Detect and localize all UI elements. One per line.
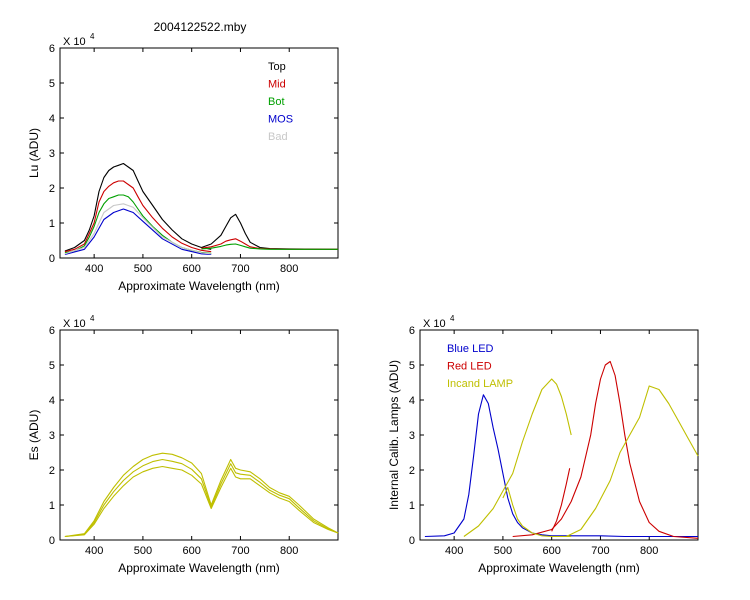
legend-entry: Incand LAMP: [447, 378, 513, 390]
chart-lu: 400 500 600 700 800 0 1 2 3 4 5 6 X 10 4 Approximate W…: [27, 32, 339, 293]
y-tick-label: 0: [49, 535, 55, 547]
x-tick-label: 400: [85, 263, 103, 275]
x-tick-label: 400: [85, 545, 103, 557]
legend-entry: Blue LED: [447, 343, 494, 355]
x-tick-label: 600: [543, 545, 561, 557]
chart-lamps: 400 500 600 700 800 0 1 2 3 4 5 6 X 10 4 Approximate W…: [387, 314, 699, 575]
series-line-red-led: [512, 360, 699, 539]
y-axis-label: Internal Calib. Lamps (ADU): [387, 360, 401, 510]
series-line-lu-7: [201, 243, 338, 250]
series-line-es-0: [64, 465, 339, 538]
x-axis-label: Approximate Wavelength (nm): [118, 561, 280, 575]
y-tick-label: 3: [49, 430, 55, 442]
y-tick-label: 2: [49, 183, 55, 195]
x-tick-label: 800: [280, 545, 298, 557]
y-scale-exponent: 4: [90, 32, 95, 41]
x-axis-label: Approximate Wavelength (nm): [478, 561, 640, 575]
x-tick-label: 500: [134, 545, 152, 557]
x-tick-label: 700: [231, 263, 249, 275]
y-tick-label: 6: [49, 325, 55, 337]
plot-frame: [59, 47, 339, 259]
y-tick-label: 0: [409, 535, 415, 547]
series-line-blue-led: [424, 394, 698, 538]
y-scale-exponent: 4: [450, 314, 455, 323]
x-tick-label: 400: [445, 545, 463, 557]
y-tick-label: 4: [49, 395, 55, 407]
legend-entry: Mid: [268, 79, 286, 91]
y-scale-label: X 10: [63, 318, 86, 330]
x-tick-label: 700: [591, 545, 609, 557]
y-scale-label: X 10: [423, 318, 446, 330]
y-tick-label: 6: [409, 325, 415, 337]
y-tick-label: 1: [409, 500, 415, 512]
y-scale-exponent: 4: [90, 314, 95, 323]
series-line-top: [64, 162, 212, 252]
y-tick-label: 5: [49, 78, 55, 90]
series-line-bad: [64, 203, 212, 255]
y-tick-label: 4: [409, 395, 415, 407]
y-tick-label: 0: [49, 253, 55, 265]
series-line-es-2: [64, 458, 339, 538]
legend-entry: MOS: [268, 114, 293, 126]
page-title: 2004122522.mby: [153, 20, 247, 34]
series-line-lu-6: [201, 238, 338, 250]
x-tick-label: 500: [134, 263, 152, 275]
series-line-incand-lamp: [463, 378, 572, 537]
y-axis-label: Es (ADU): [27, 410, 41, 461]
y-tick-label: 5: [49, 360, 55, 372]
x-tick-label: 600: [183, 263, 201, 275]
y-tick-label: 3: [409, 430, 415, 442]
chart-es: 400 500 600 700 800 0 1 2 3 4 5 6 X 10 4 Approximate W…: [27, 314, 339, 575]
y-axis-label: Lu (ADU): [27, 128, 41, 178]
legend-entry: Top: [268, 61, 286, 73]
series-line-mos: [64, 208, 212, 256]
legend-entry: Bot: [268, 96, 285, 108]
y-tick-label: 2: [409, 465, 415, 477]
y-scale-label: X 10: [63, 36, 86, 48]
x-tick-label: 800: [640, 545, 658, 557]
series-line-mid: [64, 180, 212, 253]
series-line-lamps-4: [502, 486, 572, 538]
y-tick-label: 4: [49, 113, 55, 125]
series-line-lamps-2: [551, 468, 571, 532]
legend-entry: Red LED: [447, 361, 492, 373]
x-tick-label: 700: [231, 545, 249, 557]
legend-entry: Bad: [268, 131, 288, 143]
y-tick-label: 6: [49, 43, 55, 55]
y-tick-label: 5: [409, 360, 415, 372]
series-line-es-1: [64, 452, 339, 538]
x-tick-label: 800: [280, 263, 298, 275]
x-axis-label: Approximate Wavelength (nm): [118, 279, 280, 293]
y-tick-label: 2: [49, 465, 55, 477]
x-tick-label: 500: [494, 545, 512, 557]
y-tick-label: 1: [49, 218, 55, 230]
x-tick-label: 600: [183, 545, 201, 557]
y-tick-label: 1: [49, 500, 55, 512]
y-tick-label: 3: [49, 148, 55, 160]
series-line-lamps-5: [566, 385, 699, 537]
